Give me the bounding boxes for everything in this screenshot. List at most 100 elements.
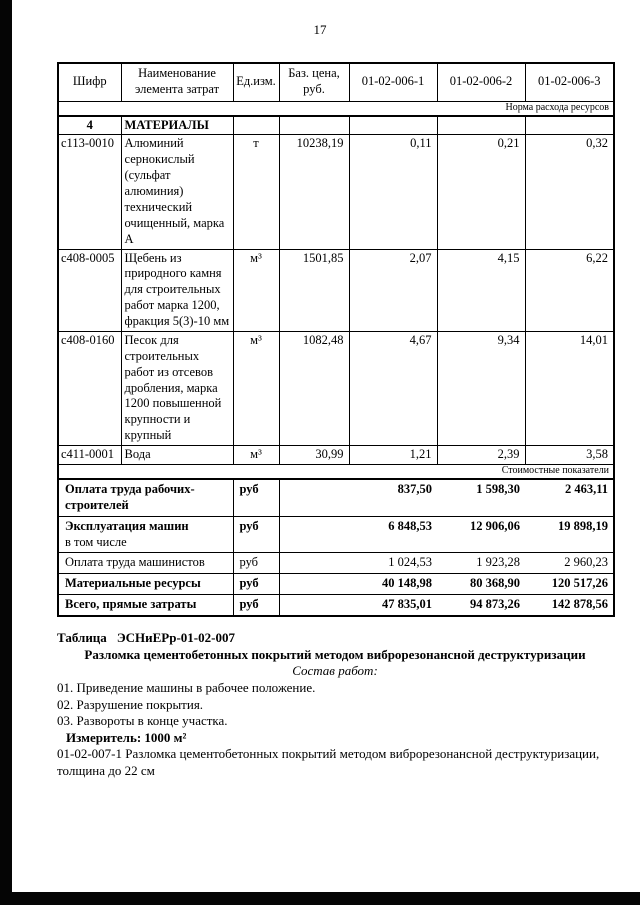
header-row: Шифр Наименование элемента затрат Ед.изм…	[57, 62, 615, 102]
cell-cost-1: 40 148,98	[349, 573, 437, 596]
page-number: 17	[313, 22, 327, 37]
cell-empty	[524, 114, 615, 136]
cell-cost-3: 2 463,11	[525, 478, 614, 517]
cell-cost-unit: руб	[232, 478, 280, 517]
cell-empty	[278, 114, 350, 136]
cell-empty	[279, 552, 349, 575]
header-code: Шифр	[57, 62, 122, 102]
cell-price: 10238,19	[278, 134, 350, 250]
cell-empty	[232, 114, 280, 136]
cost-row: Материальные ресурсы руб 40 148,98 80 36…	[57, 573, 614, 596]
cell-cost-1: 6 848,53	[349, 515, 437, 554]
next-table-section: Таблица ЭСНиЕРр-01-02-007 Разломка цемент…	[57, 630, 613, 780]
band-norma: Норма расхода ресурсов	[57, 100, 615, 117]
cell-norm-3: 0,32	[524, 134, 615, 250]
table-row: с411-0001 Вода м³ 30,99 1,21 2,39 3,58	[57, 445, 615, 465]
header-norm-1: 01-02-006-1	[348, 62, 438, 102]
cell-norm-1: 1,21	[348, 445, 438, 465]
cell-cost-2: 1 923,28	[437, 552, 525, 575]
scan-artifact-left	[0, 0, 12, 905]
cell-unit: м³	[232, 445, 280, 465]
work-item: 01. Приведение машины в рабочее положени…	[57, 679, 316, 695]
cell-cost-3: 120 517,26	[525, 573, 614, 596]
cell-cost-1: 837,50	[349, 478, 437, 517]
header-name: Наименование элемента затрат	[120, 62, 234, 102]
cell-section-name: МАТЕРИАЛЫ	[120, 114, 234, 136]
cell-empty	[436, 114, 526, 136]
cell-cost-label: Оплата труда машинистов	[57, 552, 234, 575]
cost-row: Оплата труда машинистов руб 1 024,53 1 9…	[57, 552, 614, 575]
cell-cost-1: 1 024,53	[349, 552, 437, 575]
cell-cost-2: 12 906,06	[437, 515, 525, 554]
cost-row: Эксплуатация машин в том числе руб 6 848,…	[57, 515, 614, 554]
cell-empty	[279, 478, 349, 517]
header-norm-3: 01-02-006-3	[524, 62, 615, 102]
cell-cost-label: Всего, прямые затраты	[57, 594, 234, 617]
header-norm-2: 01-02-006-2	[436, 62, 526, 102]
table-row: с113-0010 Алюминий сернокислый (сульфат …	[57, 134, 615, 250]
cell-unit: т	[232, 134, 280, 250]
cell-cost-3: 2 960,23	[525, 552, 614, 575]
work-item: 03. Развороты в конце участка.	[57, 713, 228, 729]
section-title: Разломка цементобетонных покрытий методо…	[84, 646, 586, 662]
cell-norm-2: 9,34	[436, 330, 526, 447]
cell-cost-1: 47 835,01	[349, 594, 437, 617]
cell-unit: м³	[232, 330, 280, 447]
cell-cost-unit: руб	[232, 552, 280, 575]
cell-price: 30,99	[278, 445, 350, 465]
cell-norm-1: 4,67	[348, 330, 438, 447]
cell-cost-2: 80 368,90	[437, 573, 525, 596]
cell-cost-label: Оплата труда рабочих-строителей	[57, 478, 234, 517]
cell-empty	[279, 573, 349, 596]
scan-artifact-bottom	[0, 892, 640, 905]
cell-code: с411-0001	[57, 445, 122, 465]
cost-label-main: Эксплуатация машин	[65, 518, 189, 533]
band-norma-label: Норма расхода ресурсов	[57, 100, 615, 117]
cell-cost-unit: руб	[232, 515, 280, 554]
cell-empty	[279, 515, 349, 554]
cost-row: Оплата труда рабочих-строителей руб 837,…	[57, 478, 614, 517]
table-row: с408-0160 Песок для строительных работ и…	[57, 330, 615, 447]
cell-name: Алюминий сернокислый (сульфат алюминия) …	[120, 134, 234, 250]
cell-name: Песок для строительных работ из отсевов …	[120, 330, 234, 447]
cell-cost-label: Эксплуатация машин в том числе	[57, 515, 234, 554]
work-item: 02. Разрушение покрытия.	[57, 696, 204, 712]
cell-norm-1: 2,07	[348, 248, 438, 332]
cell-section-code: 4	[57, 114, 122, 136]
cell-price: 1082,48	[278, 330, 350, 447]
cell-code: с408-0005	[57, 248, 122, 332]
cell-cost-unit: руб	[232, 594, 280, 617]
work-composition-label: Состав работ:	[292, 663, 378, 679]
cost-row-total: Всего, прямые затраты руб 47 835,01 94 8…	[57, 594, 614, 617]
section-row-materials: 4 МАТЕРИАЛЫ	[57, 114, 615, 136]
page-content: Шифр Наименование элемента затрат Ед.изм…	[57, 62, 615, 780]
cell-name: Вода	[120, 445, 234, 465]
resource-cost-table: Шифр Наименование элемента затрат Ед.изм…	[57, 62, 615, 617]
cell-norm-1: 0,11	[348, 134, 438, 250]
cell-cost-label: Материальные ресурсы	[57, 573, 234, 596]
header-price: Баз. цена, руб.	[278, 62, 350, 102]
izmeritel-line: Измеритель: 1000 м²	[57, 730, 613, 747]
norm-item-line: 01-02-007-1 Разломка цементобетонных пок…	[57, 746, 600, 778]
cell-name: Щебень из природного камня для строитель…	[120, 248, 234, 332]
izmeritel-value: 1000 м²	[144, 729, 187, 745]
cell-norm-2: 4,15	[436, 248, 526, 332]
cell-cost-3: 142 878,56	[525, 594, 614, 617]
table-caption: Таблица ЭСНиЕРр-01-02-007	[57, 630, 613, 647]
cell-cost-3: 19 898,19	[525, 515, 614, 554]
cell-norm-3: 3,58	[524, 445, 615, 465]
cell-price: 1501,85	[278, 248, 350, 332]
cell-cost-2: 94 873,26	[437, 594, 525, 617]
cost-label-sub: в том числе	[65, 534, 127, 549]
cell-norm-2: 2,39	[436, 445, 526, 465]
band-cost: Стоимостные показатели	[57, 463, 615, 480]
cell-norm-2: 0,21	[436, 134, 526, 250]
cell-unit: м³	[232, 248, 280, 332]
cell-norm-3: 6,22	[524, 248, 615, 332]
cell-code: с113-0010	[57, 134, 122, 250]
cell-cost-unit: руб	[232, 573, 280, 596]
table-caption-word: Таблица	[57, 630, 107, 645]
header-unit: Ед.изм.	[232, 62, 280, 102]
izmeritel-label: Измеритель:	[66, 729, 142, 745]
table-caption-code: ЭСНиЕРр-01-02-007	[116, 630, 235, 645]
